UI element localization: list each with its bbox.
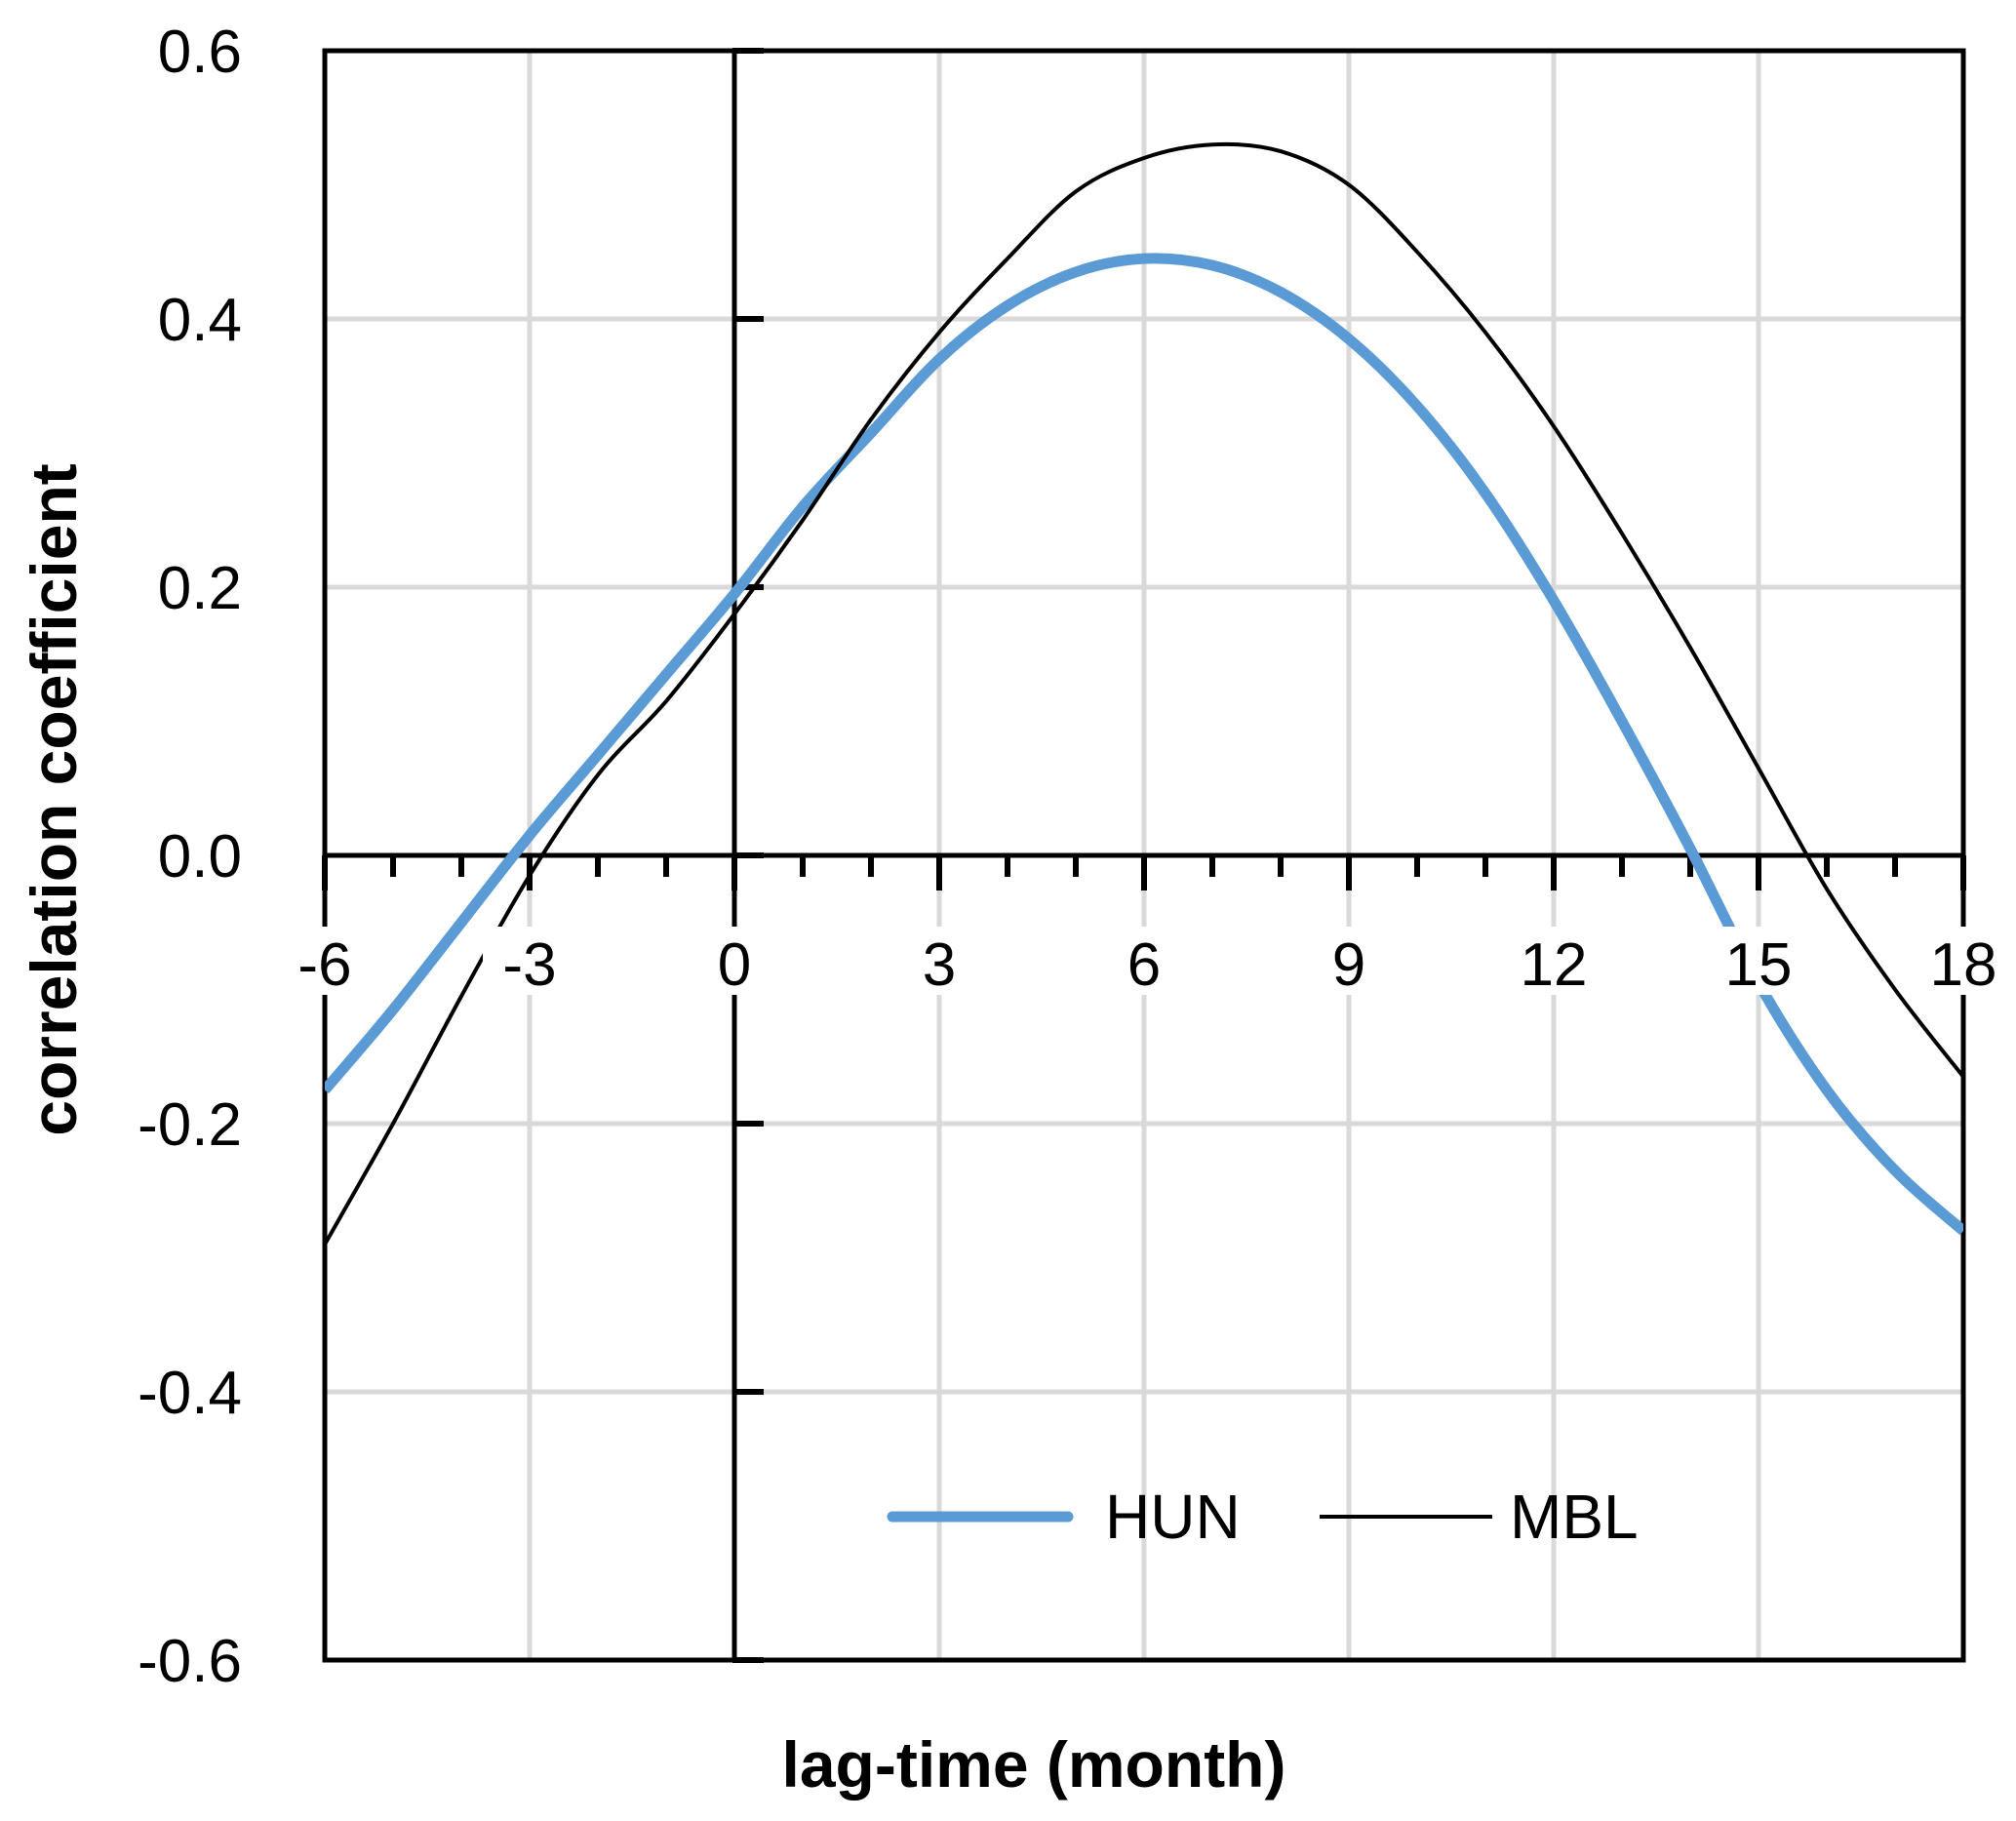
x-tick-label-bg <box>688 927 781 995</box>
legend-label-mbl: MBL <box>1510 1482 1639 1552</box>
legend: HUN MBL <box>887 1482 1639 1552</box>
x-tick-label-bg <box>892 927 986 995</box>
x-tick-label-bg <box>278 927 372 995</box>
y-tick-label: -0.2 <box>138 1091 242 1159</box>
y-tick-label: 0.4 <box>158 287 242 354</box>
legend-label-hun: HUN <box>1105 1482 1241 1552</box>
y-axis-title: correlation coefficient <box>18 463 90 1136</box>
x-tick-label-bg <box>483 927 576 995</box>
series-line-mbl <box>325 141 1963 1246</box>
x-tick-label: 15 <box>1725 931 1793 999</box>
x-tick-label: 6 <box>1127 931 1161 999</box>
series-line-hun <box>325 253 1963 1236</box>
x-tick-label-bg <box>1302 927 1396 995</box>
x-tick-labels: -6 -3 0 3 6 9 12 15 18 <box>278 927 2010 999</box>
y-tick-labels: 0.6 0.4 0.2 0.0 -0.2 -0.4 -0.6 <box>138 19 242 1695</box>
y-tick-label: -0.4 <box>138 1360 242 1427</box>
x-tick-label: 0 <box>718 931 751 999</box>
series-layer <box>325 141 1963 1246</box>
x-tick-label: -6 <box>297 931 351 999</box>
y-tick-label: 0.0 <box>158 823 242 891</box>
y-tick-label: 0.2 <box>158 555 242 622</box>
x-tick-label: 3 <box>923 931 956 999</box>
x-tick-label-bg <box>1917 927 2010 995</box>
x-axis-title: lag-time (month) <box>782 1728 1286 1801</box>
x-tick-label: 9 <box>1332 931 1365 999</box>
x-tick-label: 12 <box>1521 931 1588 999</box>
x-tick-label: 18 <box>1930 931 1997 999</box>
y-tick-label: 0.6 <box>158 19 242 86</box>
y-tick-label: -0.6 <box>138 1628 242 1695</box>
x-tick-label-bg <box>1097 927 1191 995</box>
x-tick-label: -3 <box>502 931 556 999</box>
x-tick-label-bg <box>1712 927 1805 995</box>
x-tick-label-bg <box>1507 927 1601 995</box>
